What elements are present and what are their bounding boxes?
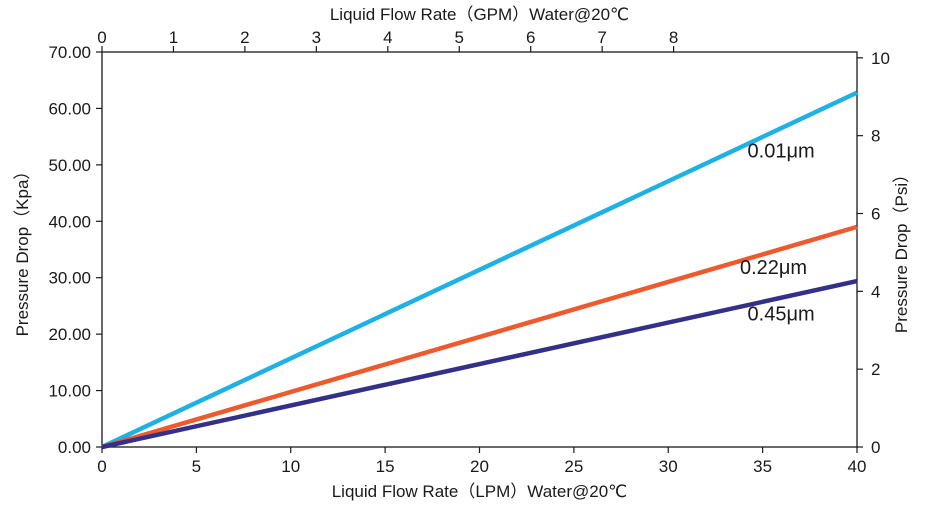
x-bottom-tick-label: 5 [192, 457, 201, 476]
series-line-1 [101, 90, 858, 450]
x-top-tick-label: 8 [669, 28, 678, 47]
y-left-tick-label: 10.00 [48, 382, 91, 401]
y-left-tick-label: 0.00 [58, 438, 91, 457]
y-right-tick-label: 2 [871, 360, 880, 379]
y-right-tick-label: 6 [871, 205, 880, 224]
x-top-axis-title: Liquid Flow Rate（GPM）Water@20℃ [330, 5, 629, 24]
y-left-tick-label: 50.00 [48, 156, 91, 175]
x-top-tick-label: 4 [383, 28, 392, 47]
x-bottom-tick-label: 15 [376, 457, 395, 476]
y-left-tick-label: 20.00 [48, 325, 91, 344]
x-bottom-tick-label: 0 [97, 457, 106, 476]
series-label-3: 0.45μm [748, 304, 815, 326]
x-bottom-axis-title: Liquid Flow Rate（LPM）Water@20℃ [332, 482, 628, 501]
y-right-tick-label: 0 [871, 438, 880, 457]
x-bottom-tick-label: 30 [659, 457, 678, 476]
x-top-tick-label: 3 [312, 28, 321, 47]
series-line-3 [101, 278, 858, 450]
series-label-2: 0.22μm [740, 257, 807, 279]
x-bottom-tick-label: 35 [753, 457, 772, 476]
x-bottom-tick-label: 25 [564, 457, 583, 476]
x-bottom-tick-label: 10 [281, 457, 300, 476]
x-top-tick-label: 2 [240, 28, 249, 47]
y-right-tick-label: 4 [871, 282, 880, 301]
x-bottom-tick-label: 20 [470, 457, 489, 476]
y-right-tick-label: 8 [871, 127, 880, 146]
x-bottom-tick-label: 40 [848, 457, 867, 476]
series-line-2 [101, 224, 858, 450]
x-top-tick-label: 5 [455, 28, 464, 47]
x-top-tick-label: 0 [97, 28, 106, 47]
x-top-tick-label: 7 [597, 28, 606, 47]
series-label-1: 0.01μm [748, 141, 815, 163]
x-top-tick-label: 1 [169, 28, 178, 47]
y-left-tick-label: 40.00 [48, 212, 91, 231]
y-right-axis-title: Pressure Drop（Psi） [892, 166, 911, 333]
y-left-tick-label: 70.00 [48, 43, 91, 62]
plot-frame [101, 51, 858, 448]
y-right-tick-label: 10 [871, 49, 890, 68]
x-top-tick-label: 6 [526, 28, 535, 47]
y-left-tick-label: 30.00 [48, 269, 91, 288]
y-left-axis-title: Pressure Drop（Kpa） [13, 163, 32, 337]
y-left-tick-label: 60.00 [48, 99, 91, 118]
